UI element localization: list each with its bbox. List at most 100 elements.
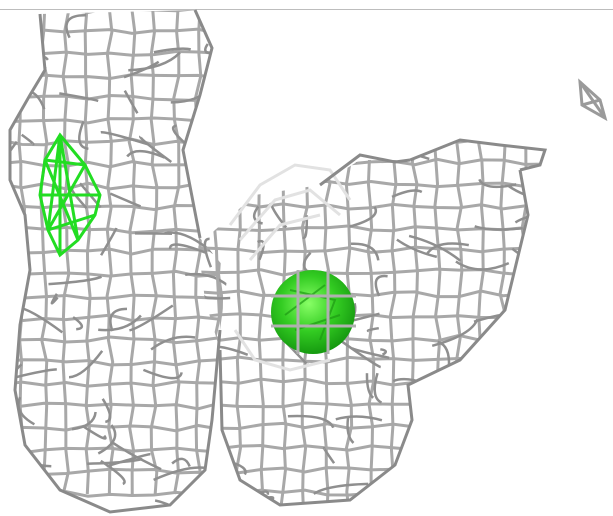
- mesh-line: [10, 225, 221, 235]
- mesh-curve: [276, 140, 336, 162]
- mesh-curve: [50, 293, 59, 305]
- mesh-line: [10, 181, 221, 191]
- mesh-curve: [68, 350, 104, 379]
- mesh-curve: [350, 346, 390, 360]
- mesh-curve: [515, 426, 545, 436]
- faint-mesh: [228, 163, 352, 372]
- mesh-line: [83, 10, 92, 495]
- mesh-line: [235, 140, 244, 505]
- mesh-curve: [123, 60, 160, 79]
- mesh-curve: [72, 316, 84, 331]
- mesh-curve: [373, 372, 383, 404]
- mesh-curve: [109, 307, 128, 332]
- mesh-line: [198, 157, 545, 167]
- mesh-curve: [100, 227, 118, 256]
- mesh-curve: [428, 417, 455, 448]
- mesh-curve: [425, 242, 470, 256]
- mesh-curve: [380, 348, 387, 356]
- mesh-curve: [78, 121, 89, 150]
- mesh-line: [542, 140, 545, 505]
- mesh-line: [432, 140, 442, 505]
- mesh-line: [171, 10, 181, 495]
- mesh-line: [257, 140, 266, 505]
- mesh-curve: [109, 192, 142, 208]
- mesh-curve: [153, 47, 192, 54]
- mesh-curve: [435, 493, 464, 505]
- mesh-curve: [221, 169, 228, 193]
- mesh-line: [198, 487, 545, 497]
- mesh-curve: [171, 457, 191, 468]
- green-blob-left: [38, 132, 102, 258]
- mesh-outline: [8, 9, 548, 514]
- mesh-curve: [507, 374, 525, 397]
- mesh-curve: [128, 51, 181, 72]
- mesh-curve: [516, 275, 533, 295]
- mesh-curve: [346, 417, 355, 444]
- mesh-curve: [190, 504, 228, 512]
- mesh-curve: [391, 189, 423, 199]
- mesh-line: [198, 377, 545, 387]
- mesh-curve: [256, 143, 269, 155]
- mesh-curve: [98, 314, 142, 332]
- mesh-curve: [65, 14, 87, 39]
- mesh-curve: [10, 412, 13, 428]
- mesh-line: [198, 140, 545, 145]
- mesh-line: [193, 10, 203, 495]
- mesh-curve: [220, 10, 228, 28]
- mesh-line: [410, 140, 420, 505]
- floating-fragment: [578, 78, 608, 122]
- mesh-curve: [374, 274, 388, 297]
- mesh-curve: [20, 133, 35, 146]
- mesh-curve: [478, 178, 517, 189]
- mesh-curve: [10, 44, 47, 70]
- mesh-curve: [129, 304, 174, 332]
- mesh-curve: [474, 225, 523, 231]
- mesh-curve: [126, 149, 166, 159]
- mesh-curve: [150, 335, 196, 351]
- mesh-line: [39, 10, 49, 495]
- mesh-curve: [203, 237, 213, 268]
- mesh-curve: [59, 92, 99, 103]
- mesh-line: [149, 10, 159, 495]
- mesh-curve: [200, 345, 249, 356]
- mesh-line: [476, 140, 485, 505]
- mesh-curve: [322, 446, 336, 464]
- mesh-curve: [343, 142, 356, 155]
- mesh-line: [455, 140, 464, 505]
- mesh-line: [10, 293, 221, 301]
- mesh-line: [212, 140, 222, 505]
- mesh-curve: [123, 90, 139, 114]
- mesh-curve: [365, 373, 375, 399]
- mesh-curve: [556, 316, 577, 322]
- mesh-curve: [408, 234, 462, 262]
- mesh-line: [61, 10, 71, 495]
- mesh-curve: [198, 373, 215, 397]
- mesh-curve: [199, 90, 228, 118]
- mesh-curve: [110, 440, 162, 471]
- mesh-curve: [10, 363, 23, 393]
- mesh-line: [0, 10, 2, 494]
- mesh-line: [498, 140, 508, 505]
- mesh-curve: [168, 243, 207, 255]
- top-rule: [0, 9, 613, 10]
- mesh-curve: [142, 368, 183, 380]
- mesh-curve: [10, 496, 14, 512]
- mesh-line: [10, 358, 221, 367]
- mesh-curve: [340, 339, 382, 369]
- mesh-line: [10, 446, 221, 455]
- mesh-curve: [313, 482, 369, 495]
- mesh-curve: [101, 398, 112, 424]
- green-sphere-center: [271, 270, 356, 354]
- mesh-curve: [204, 43, 228, 55]
- mesh-curve: [420, 512, 433, 516]
- mesh-curve: [10, 353, 13, 379]
- mesh-line: [198, 245, 545, 255]
- mesh-curve: [11, 368, 57, 380]
- mesh-curve: [396, 238, 438, 259]
- mesh-curve: [437, 340, 451, 368]
- mesh-curve: [395, 508, 448, 516]
- right-lobe-mesh: [198, 140, 577, 516]
- mesh-line: [10, 50, 221, 58]
